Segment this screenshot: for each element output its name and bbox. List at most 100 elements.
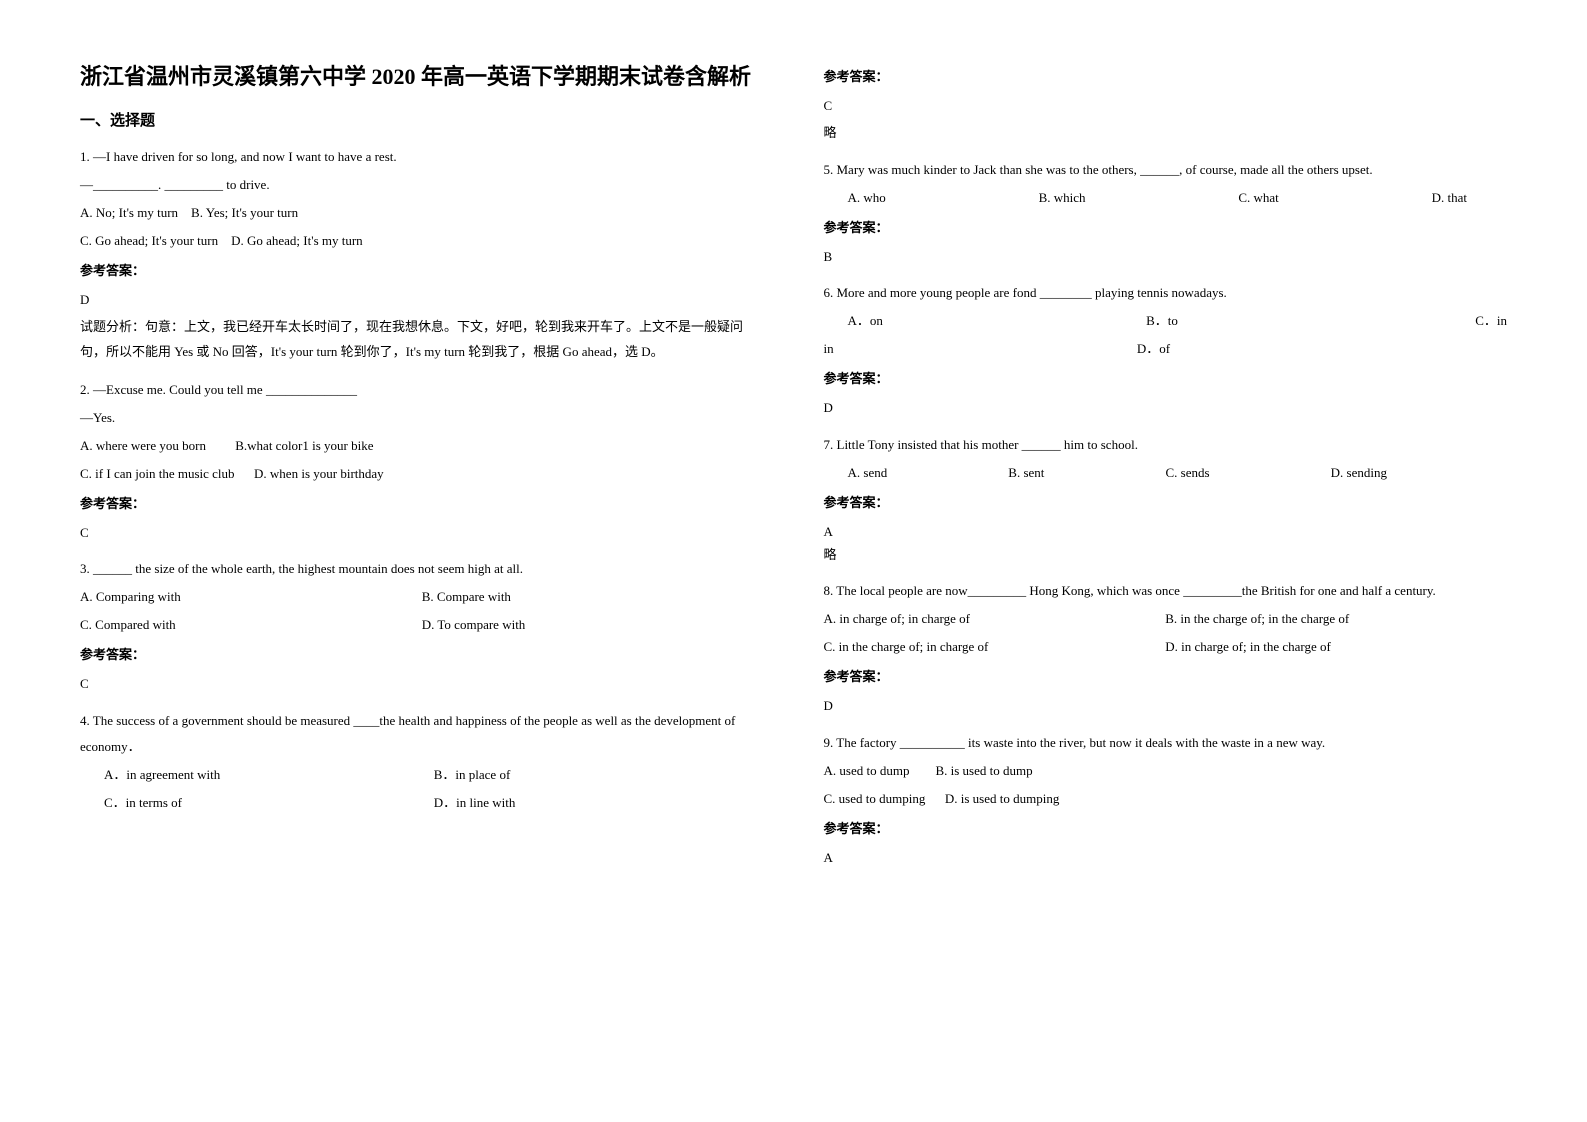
question-text: —Yes. xyxy=(80,405,764,431)
left-column: 浙江省温州市灵溪镇第六中学 2020 年高一英语下学期期末试卷含解析 一、选择题… xyxy=(80,60,764,881)
option-c: C. what xyxy=(1238,185,1278,211)
answer-value: A xyxy=(824,846,1508,869)
option-b: B. Yes; It's your turn xyxy=(191,205,298,220)
question-text: 6. More and more young people are fond _… xyxy=(824,280,1508,306)
option-b: B. is used to dump xyxy=(935,763,1032,778)
answer-label: 参考答案： xyxy=(824,490,1508,516)
option-b: B．to xyxy=(1146,313,1178,328)
section-header: 一、选择题 xyxy=(80,109,764,130)
question-text: 8. The local people are now_________ Hon… xyxy=(824,578,1508,604)
option-c: C. if I can join the music club xyxy=(80,466,235,481)
answer-label: 参考答案： xyxy=(824,366,1508,392)
answer-value: D xyxy=(824,694,1508,717)
options-row: A. in charge of; in charge of B. in the … xyxy=(824,606,1508,632)
option-c: C. in the charge of; in charge of xyxy=(824,634,1166,660)
option-a: A. send xyxy=(848,460,888,486)
question-text: 9. The factory __________ its waste into… xyxy=(824,730,1508,756)
document-title: 浙江省温州市灵溪镇第六中学 2020 年高一英语下学期期末试卷含解析 xyxy=(80,60,764,93)
option-c: C．in terms of xyxy=(104,790,434,816)
option-c: C. Compared with xyxy=(80,612,422,638)
question-4-answer: 参考答案： C 略 xyxy=(824,64,1508,145)
option-a: A. who xyxy=(848,185,886,211)
answer-label: 参考答案： xyxy=(80,258,764,284)
option-b: B.what color1 is your bike xyxy=(235,438,373,453)
option-c: C. Go ahead; It's your turn xyxy=(80,233,218,248)
question-8: 8. The local people are now_________ Hon… xyxy=(824,578,1508,717)
options-row: A．in agreement with B．in place of xyxy=(80,762,764,788)
options-row: A. send B. sent C. sends D. sending xyxy=(824,460,1508,486)
answer-extra: 略 xyxy=(824,543,1508,566)
option-c: C. sends xyxy=(1166,460,1210,486)
option-c: C. used to dumping xyxy=(824,791,926,806)
options-row: C. in the charge of; in charge of D. in … xyxy=(824,634,1508,660)
question-2: 2. —Excuse me. Could you tell me _______… xyxy=(80,377,764,544)
option-b: B. in the charge of; in the charge of xyxy=(1165,606,1507,632)
question-1: 1. —I have driven for so long, and now I… xyxy=(80,144,764,365)
question-9: 9. The factory __________ its waste into… xyxy=(824,730,1508,869)
answer-value: C xyxy=(80,521,764,544)
explanation: 试题分析：句意：上文，我已经开车太长时间了，现在我想休息。下文，好吧，轮到我来开… xyxy=(80,315,764,364)
question-5: 5. Mary was much kinder to Jack than she… xyxy=(824,157,1508,268)
answer-value: C xyxy=(824,94,1508,117)
answer-value: C xyxy=(80,672,764,695)
question-text: —__________. _________ to drive. xyxy=(80,172,764,198)
answer-value: A xyxy=(824,520,1508,543)
option-b: B. Compare with xyxy=(422,584,764,610)
option-d: D. that xyxy=(1432,185,1467,211)
options-row: C．in terms of D．in line with xyxy=(80,790,764,816)
option-a: A. Comparing with xyxy=(80,584,422,610)
options-row: A．on B．to C．in xyxy=(824,308,1508,334)
option-c-text: in xyxy=(824,341,834,356)
options-row: C. used to dumping D. is used to dumping xyxy=(824,786,1508,812)
option-d: D. is used to dumping xyxy=(945,791,1059,806)
options-row: C. if I can join the music club D. when … xyxy=(80,461,764,487)
option-d: D．of xyxy=(1137,341,1170,356)
option-a: A．in agreement with xyxy=(104,762,434,788)
option-d: D. in charge of; in the charge of xyxy=(1165,634,1507,660)
answer-extra: 略 xyxy=(824,121,1508,144)
options-row: A. where were you born B.what color1 is … xyxy=(80,433,764,459)
exam-page: 浙江省温州市灵溪镇第六中学 2020 年高一英语下学期期末试卷含解析 一、选择题… xyxy=(80,60,1507,881)
answer-value: D xyxy=(80,288,764,311)
options-row: A. No; It's my turn B. Yes; It's your tu… xyxy=(80,200,764,226)
options-row: A. who B. which C. what D. that xyxy=(824,185,1508,211)
question-4: 4. The success of a government should be… xyxy=(80,708,764,816)
option-c: C．in xyxy=(1475,308,1507,334)
option-d: D. Go ahead; It's my turn xyxy=(231,233,363,248)
answer-label: 参考答案： xyxy=(824,664,1508,690)
option-a: A. used to dump xyxy=(824,763,910,778)
options-row: C. Go ahead; It's your turn D. Go ahead;… xyxy=(80,228,764,254)
options-row: A. used to dump B. is used to dump xyxy=(824,758,1508,784)
question-text: 7. Little Tony insisted that his mother … xyxy=(824,432,1508,458)
option-a: A. No; It's my turn xyxy=(80,205,178,220)
question-text: 1. —I have driven for so long, and now I… xyxy=(80,144,764,170)
option-d: D. To compare with xyxy=(422,612,764,638)
question-6: 6. More and more young people are fond _… xyxy=(824,280,1508,419)
question-text: 5. Mary was much kinder to Jack than she… xyxy=(824,157,1508,183)
answer-value: D xyxy=(824,396,1508,419)
question-text: 2. —Excuse me. Could you tell me _______… xyxy=(80,377,764,403)
question-text: 3. ______ the size of the whole earth, t… xyxy=(80,556,764,582)
answer-label: 参考答案： xyxy=(824,816,1508,842)
right-column: 参考答案： C 略 5. Mary was much kinder to Jac… xyxy=(824,60,1508,881)
option-d: D. sending xyxy=(1331,460,1387,486)
answer-label: 参考答案： xyxy=(824,64,1508,90)
answer-label: 参考答案： xyxy=(80,491,764,517)
option-a: A. where were you born xyxy=(80,438,206,453)
options-row: C. Compared with D. To compare with xyxy=(80,612,764,638)
question-text: 4. The success of a government should be… xyxy=(80,708,764,760)
option-b: B. sent xyxy=(1008,460,1044,486)
option-b: B．in place of xyxy=(434,762,764,788)
answer-label: 参考答案： xyxy=(824,215,1508,241)
options-row: A. Comparing with B. Compare with xyxy=(80,584,764,610)
question-3: 3. ______ the size of the whole earth, t… xyxy=(80,556,764,695)
option-d: D. when is your birthday xyxy=(254,466,384,481)
answer-value: B xyxy=(824,245,1508,268)
option-a: A. in charge of; in charge of xyxy=(824,606,1166,632)
option-a: A．on xyxy=(824,313,883,328)
option-d: D．in line with xyxy=(434,790,764,816)
question-7: 7. Little Tony insisted that his mother … xyxy=(824,432,1508,567)
option-b: B. which xyxy=(1039,185,1086,211)
options-row: in D．of xyxy=(824,336,1508,362)
answer-label: 参考答案： xyxy=(80,642,764,668)
